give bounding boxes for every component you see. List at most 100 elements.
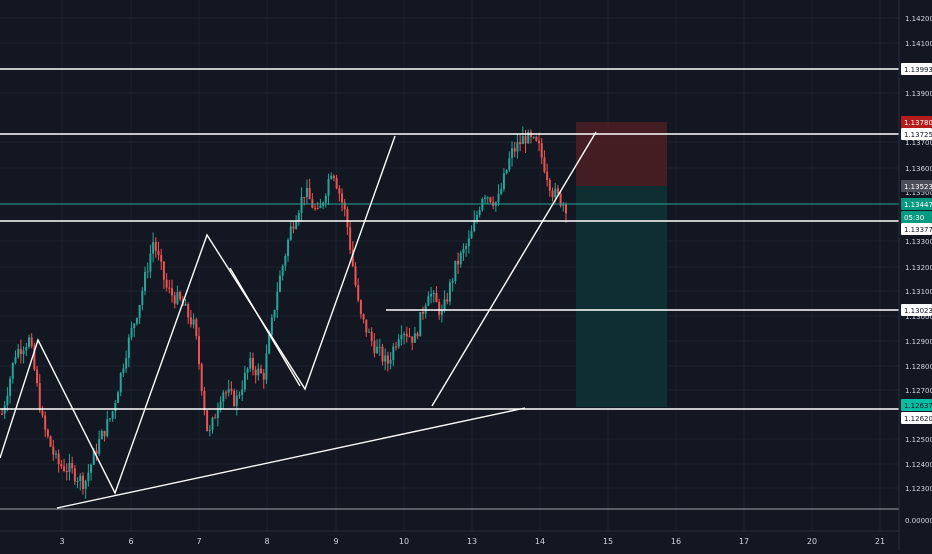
candle: [251, 352, 254, 376]
candle: [373, 333, 376, 358]
candle: [138, 304, 141, 325]
candle: [354, 262, 357, 288]
candle: [287, 237, 290, 262]
candle: [548, 177, 551, 197]
candle: [519, 133, 522, 152]
candle: [500, 182, 503, 196]
candle: [403, 331, 406, 345]
svg-text:1.13023: 1.13023: [904, 307, 932, 315]
candle: [270, 314, 273, 338]
wedge-trendline-left: [229, 267, 301, 387]
candle: [448, 279, 451, 306]
candle: [122, 363, 125, 377]
support-trendline: [56, 407, 526, 509]
time-tick-label: 3: [59, 537, 64, 546]
candle: [273, 309, 276, 321]
candle: [343, 198, 346, 217]
candle: [538, 132, 541, 152]
candle: [276, 282, 279, 319]
time-tick-label: 8: [264, 537, 269, 546]
price-tick-label: 1.14200: [905, 15, 932, 23]
candle: [427, 291, 430, 306]
zigzag-left: [0, 135, 396, 495]
candle: [265, 344, 268, 384]
svg-text:1.13725: 1.13725: [904, 131, 932, 139]
candle: [157, 241, 160, 261]
horizontal-levels[interactable]: [0, 68, 899, 410]
candle: [254, 365, 257, 384]
candle: [233, 388, 236, 408]
candle: [330, 172, 333, 180]
candle: [546, 163, 549, 187]
candle: [238, 391, 241, 399]
candle: [527, 129, 530, 144]
candle: [154, 237, 157, 258]
price-tick-label: 1.13900: [905, 90, 932, 98]
candle: [38, 374, 41, 413]
candle: [17, 344, 20, 359]
candle: [222, 390, 225, 409]
candle: [230, 381, 233, 395]
candle: [543, 150, 546, 174]
price-tick-label: 0.00000: [905, 517, 932, 525]
candle: [103, 430, 106, 442]
svg-text:1.12620: 1.12620: [904, 415, 932, 423]
candle: [284, 253, 287, 271]
candle: [224, 390, 227, 399]
candle: [341, 188, 344, 212]
candle: [462, 243, 465, 261]
candle: [6, 387, 9, 412]
candle: [421, 306, 424, 320]
candle: [73, 465, 76, 485]
candle: [84, 479, 87, 499]
candle: [87, 464, 90, 487]
price-tick-label: 1.13300: [905, 238, 932, 246]
price-axis[interactable]: 1.14200 1.14100 1.13900 1.13700 1.13600 1.135…: [898, 0, 932, 550]
price-tick-label: 1.13600: [905, 165, 932, 173]
candle: [365, 319, 368, 337]
candle: [314, 204, 317, 211]
candle: [189, 310, 192, 328]
candle: [486, 196, 489, 205]
candle: [397, 334, 400, 349]
candle: [289, 221, 292, 241]
candle: [465, 243, 468, 257]
candle: [27, 334, 30, 349]
time-tick-label: 17: [739, 537, 749, 546]
price-label-badge: 1.13993: [901, 63, 932, 75]
stop-loss-zone[interactable]: [576, 122, 667, 186]
candle: [467, 230, 470, 254]
candle: [125, 350, 128, 373]
candle: [497, 184, 500, 207]
candle: [81, 472, 84, 495]
candle: [535, 135, 538, 142]
time-axis[interactable]: 3 6 7 8 9 10 13 14 15 16 17 20 21: [0, 530, 899, 546]
trend-drawings[interactable]: [0, 131, 597, 509]
candle: [68, 453, 71, 481]
svg-text:1.13377: 1.13377: [904, 226, 932, 234]
candle: [408, 328, 411, 338]
svg-text:1.13523: 1.13523: [904, 183, 932, 191]
candle: [46, 428, 49, 439]
price-label-badge: 1.12637: [901, 399, 932, 411]
candle: [208, 425, 211, 437]
candle: [443, 290, 446, 313]
take-profit-zone[interactable]: [576, 186, 667, 407]
candle: [338, 185, 341, 202]
candle: [14, 350, 17, 365]
price-tick-label: 1.13000: [905, 313, 932, 321]
candle: [470, 225, 473, 239]
candle: [332, 174, 335, 182]
candle: [257, 363, 260, 381]
candle: [551, 187, 554, 202]
candle: [146, 262, 149, 279]
candle: [381, 343, 384, 366]
candle: [41, 405, 44, 418]
candle: [130, 321, 133, 341]
candle: [300, 187, 303, 222]
candle: [324, 193, 327, 208]
candle: [108, 417, 111, 423]
candle: [160, 248, 163, 270]
